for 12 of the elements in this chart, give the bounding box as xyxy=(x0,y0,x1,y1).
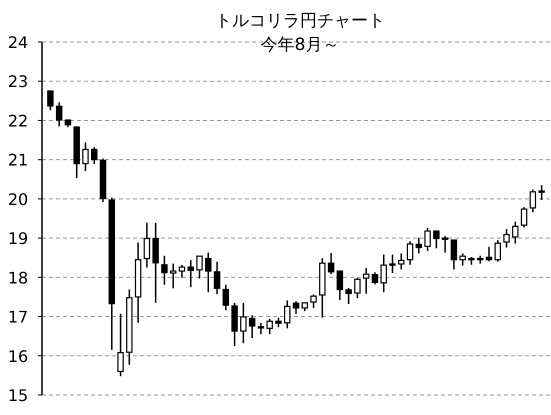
y-tick-label: 20 xyxy=(8,190,28,209)
y-tick-label: 16 xyxy=(8,346,28,366)
title: トルコリラ円チャート xyxy=(215,11,385,31)
subtitle: 今年8月～ xyxy=(260,35,340,55)
y-tick-label: 17 xyxy=(8,308,28,327)
y-tick-label: 18 xyxy=(8,268,28,288)
y-tick-label: 24 xyxy=(8,33,28,52)
y-tick-label: 23 xyxy=(8,72,28,92)
y-tick-label: 22 xyxy=(8,111,28,130)
y-tick-label: 19 xyxy=(8,229,28,248)
y-tick-label: 21 xyxy=(8,150,28,170)
y-tick-label: 15 xyxy=(8,386,28,405)
